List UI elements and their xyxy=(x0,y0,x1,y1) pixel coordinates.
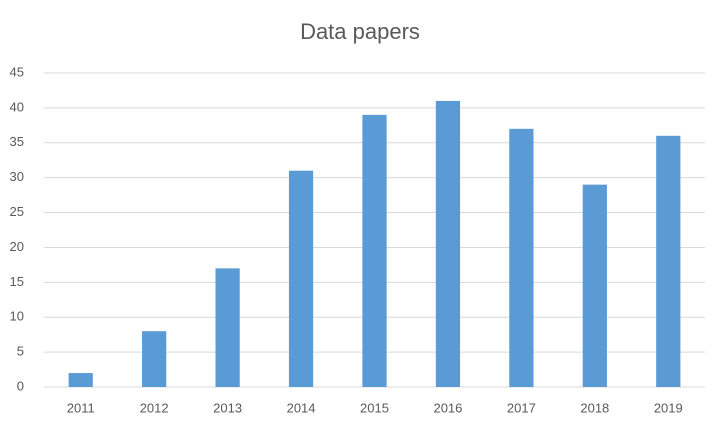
x-tick-label: 2013 xyxy=(213,400,242,415)
x-tick-label: 2019 xyxy=(654,400,683,415)
y-tick-label: 10 xyxy=(10,309,24,324)
bar xyxy=(509,128,534,388)
y-tick-label: 0 xyxy=(17,378,24,393)
bar xyxy=(582,184,607,387)
x-tick-label: 2012 xyxy=(140,400,169,415)
x-tick-label: 2014 xyxy=(287,400,316,415)
x-tick-label: 2011 xyxy=(67,400,95,415)
chart-title: Data papers xyxy=(300,19,420,44)
bar xyxy=(435,100,461,388)
y-tick-label: 45 xyxy=(10,64,24,79)
y-tick-label: 25 xyxy=(10,204,24,219)
y-tick-label: 40 xyxy=(10,99,24,114)
bar xyxy=(656,135,681,387)
x-tick-label: 2017 xyxy=(507,400,536,415)
x-tick-label: 2018 xyxy=(580,400,609,415)
y-tick-label: 20 xyxy=(10,239,24,254)
y-tick-label: 5 xyxy=(17,344,24,359)
x-tick-label: 2015 xyxy=(360,400,389,415)
x-tick-label: 2016 xyxy=(433,400,462,415)
bar xyxy=(362,114,387,387)
bar xyxy=(68,373,93,387)
bar xyxy=(288,170,314,387)
y-tick-label: 15 xyxy=(10,274,24,289)
bar xyxy=(215,268,240,387)
bar xyxy=(142,331,167,387)
y-tick-label: 35 xyxy=(10,134,24,149)
y-tick-label: 30 xyxy=(10,169,24,184)
